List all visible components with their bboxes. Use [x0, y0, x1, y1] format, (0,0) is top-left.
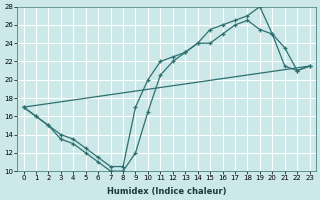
X-axis label: Humidex (Indice chaleur): Humidex (Indice chaleur) — [107, 187, 226, 196]
